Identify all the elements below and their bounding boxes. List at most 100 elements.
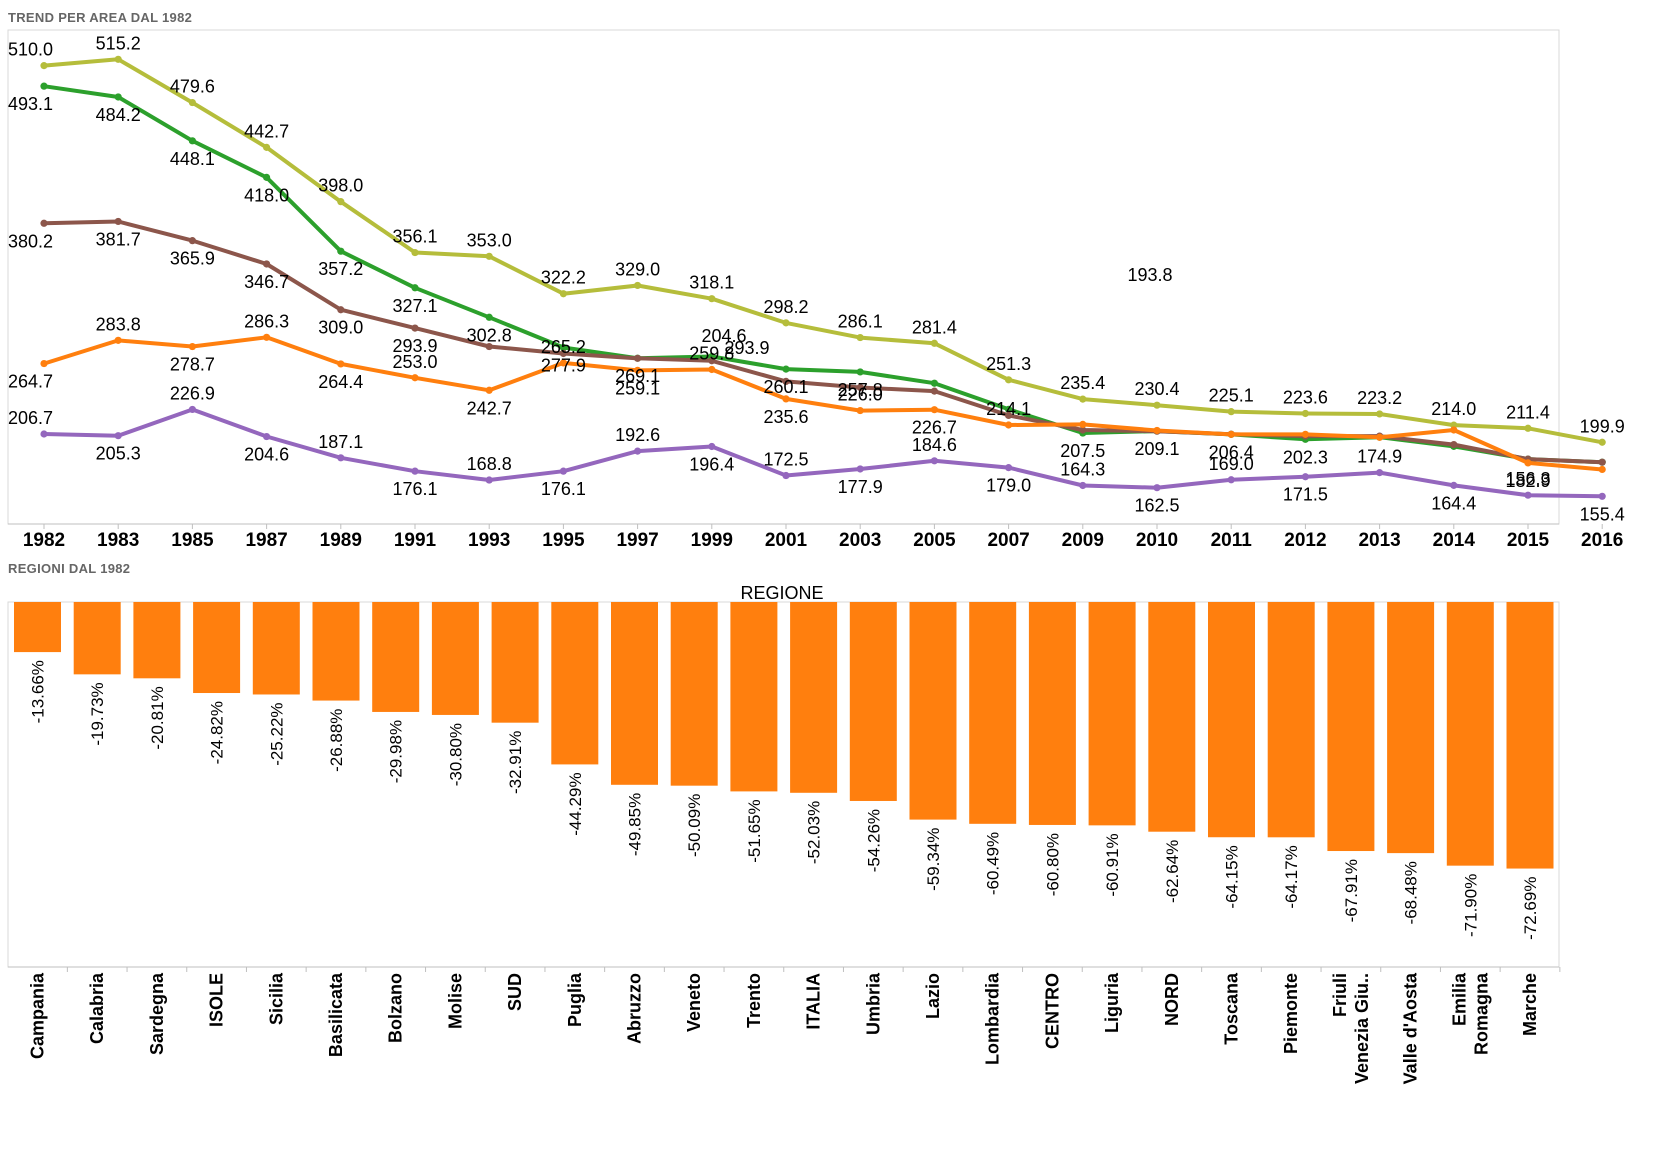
line-x-tick-label: 1985: [171, 530, 214, 551]
series-4-point: [337, 360, 345, 368]
bar: [730, 602, 778, 792]
series-1-data-label: 353.0: [467, 230, 512, 250]
series-5-data-label: 174.9: [1357, 447, 1402, 467]
series-2-point: [485, 313, 493, 321]
bar-chart-title: REGIONE: [740, 583, 823, 603]
series-2-data-label: 448.1: [170, 149, 215, 169]
series-2-point: [263, 173, 271, 181]
series-3-point: [1598, 458, 1606, 466]
series-5-data-label: 171.5: [1283, 485, 1328, 505]
line-annotation: 293.9: [724, 338, 769, 358]
series-1-data-label: 235.4: [1060, 373, 1105, 393]
bar-category-label: Campania: [28, 972, 48, 1059]
bar: [611, 602, 658, 785]
series-4-point: [782, 395, 790, 403]
bar: [133, 602, 181, 679]
series-4-data-label: 253.0: [392, 352, 437, 372]
series-line-2: [42, 84, 1605, 465]
series-1-data-label: 225.1: [1209, 386, 1254, 406]
series-5-data-label: 155.4: [1580, 504, 1625, 524]
series-5-data-label: 164.4: [1431, 493, 1476, 513]
bar-value-label: -49.85%: [626, 793, 645, 856]
bar-value-label: -60.91%: [1103, 833, 1122, 896]
line-x-tick-label: 1995: [542, 530, 585, 551]
bar-value-label: -29.98%: [387, 720, 406, 783]
series-3-point: [1450, 440, 1458, 449]
series-3-data-label: 346.7: [244, 272, 289, 292]
bar: [909, 602, 957, 820]
series-1-point: [337, 198, 345, 206]
series-5-data-label: 164.3: [1060, 459, 1105, 479]
series-4-point: [114, 336, 122, 344]
series-3-point: [40, 219, 48, 227]
series-1-point: [485, 252, 493, 260]
line-x-tick-label: 1989: [320, 530, 362, 551]
series-3-point: [114, 217, 122, 226]
series-3-point: [559, 349, 568, 358]
series-1-data-label: 230.4: [1134, 379, 1179, 399]
series-5-data-label: 176.1: [392, 479, 437, 499]
bar: [1208, 602, 1255, 838]
series-5-point: [337, 454, 345, 462]
bar-value-label: -71.90%: [1461, 874, 1480, 937]
series-4-point: [263, 333, 271, 341]
series-1-point: [856, 333, 864, 342]
series-5-point: [188, 405, 196, 414]
bar-value-label: -62.64%: [1163, 840, 1182, 903]
series-5-point: [708, 442, 716, 451]
bar-value-label: -51.65%: [745, 799, 764, 862]
bar-value-label: -50.09%: [685, 794, 704, 857]
series-5-point: [930, 457, 939, 465]
series-3-point: [1005, 411, 1013, 420]
bar-value-label: -54.26%: [864, 809, 883, 872]
series-4-data-label: 265.2: [541, 337, 586, 357]
line-x-tick-label: 1987: [245, 530, 287, 551]
series-2-data-label: 207.5: [1060, 441, 1105, 461]
bar-category-label: Trento: [744, 973, 764, 1028]
series-2-data-label: 302.8: [467, 325, 512, 345]
series-3-point: [263, 260, 271, 268]
series-4-data-label: 226.7: [912, 418, 957, 438]
series-5-data-label: 205.3: [96, 444, 141, 464]
bar: [1148, 602, 1196, 832]
series-1-data-label: 322.2: [541, 268, 586, 288]
bar-category-label: Lazio: [923, 973, 943, 1019]
bar-value-label: -24.82%: [208, 701, 227, 764]
bar-category-label: Basilicata: [326, 972, 346, 1057]
bar: [252, 602, 300, 695]
series-1-data-label: 510.0: [8, 40, 53, 60]
line-x-tick-label: 2003: [839, 530, 881, 551]
series-1-data-label: 211.4: [1506, 402, 1550, 422]
series-1-point: [634, 281, 642, 290]
series-5-data-label: 196.4: [689, 455, 734, 475]
series-1-data-label: 356.1: [392, 227, 437, 247]
series-3-data-label: 380.2: [8, 231, 53, 251]
line-x-tick-label: 1982: [23, 530, 65, 551]
series-4-data-label: 286.3: [244, 311, 289, 331]
series-5-point: [1005, 464, 1013, 472]
line-x-tick-label: 2015: [1507, 530, 1550, 551]
series-2-data-label: 277.9: [541, 356, 586, 376]
series-3-point: [188, 237, 196, 245]
series-1-point: [1079, 395, 1087, 403]
series-4-data-label: 259.8: [689, 344, 734, 364]
series-4-point: [1227, 430, 1235, 438]
series-1-point: [1301, 409, 1309, 418]
line-x-tick-label: 2014: [1433, 530, 1476, 551]
series-1-point: [559, 290, 568, 298]
series-5-data-label: 192.6: [615, 425, 660, 445]
series-5-point: [485, 476, 493, 484]
bar-value-label: -13.66%: [29, 660, 48, 723]
bar-chart: REGIONE -13.66% Campania -19.73% Calabria -20…: [7, 583, 1561, 1084]
series-3-point: [485, 342, 493, 351]
bar: [551, 602, 599, 765]
bar-plot-frame: [7, 601, 1560, 968]
series-1-point: [930, 339, 939, 347]
series-5-data-label: 184.6: [912, 435, 957, 455]
series-1-data-label: 223.6: [1283, 387, 1328, 407]
series-1-data-label: 281.4: [912, 317, 957, 337]
series-3-point: [411, 324, 419, 332]
series-1-point: [1524, 424, 1532, 432]
series-3-data-label: 293.9: [392, 336, 437, 356]
